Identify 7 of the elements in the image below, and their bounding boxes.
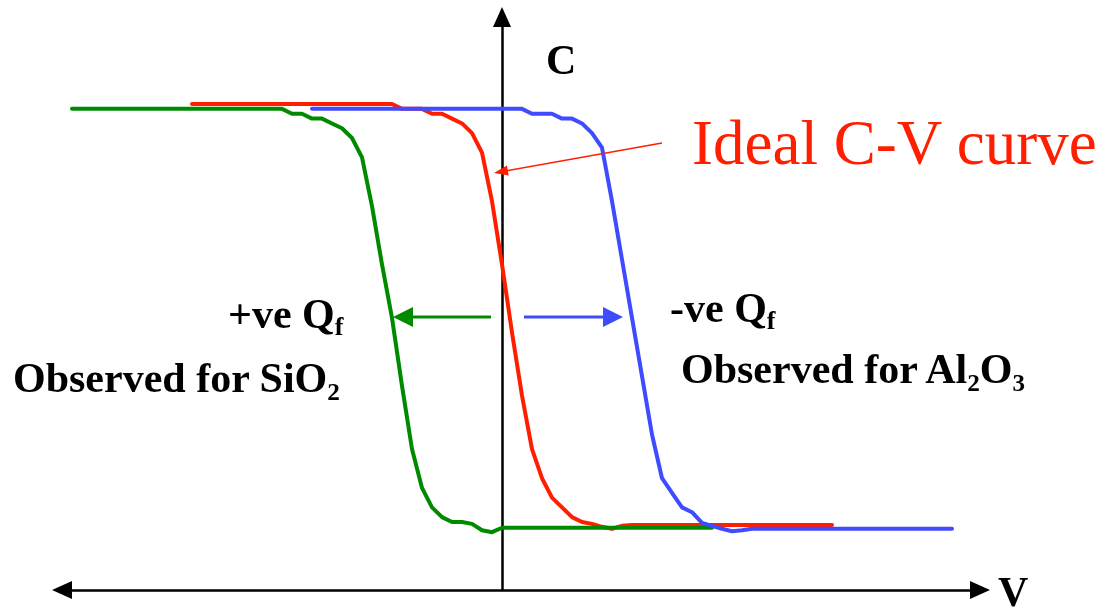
y-axis-title: C — [546, 37, 577, 83]
annotation: -ve Q$_{f}$ — [670, 285, 776, 336]
annotation: Observed for SiO₂ — [13, 355, 340, 401]
x-axis-title: V — [998, 569, 1029, 614]
legend-label: Ideal C-V curve — [692, 108, 1097, 178]
annotation: Observed for Al₂O₃ — [681, 346, 1026, 392]
annotation: +ve Q$_{f}$ — [228, 291, 344, 342]
